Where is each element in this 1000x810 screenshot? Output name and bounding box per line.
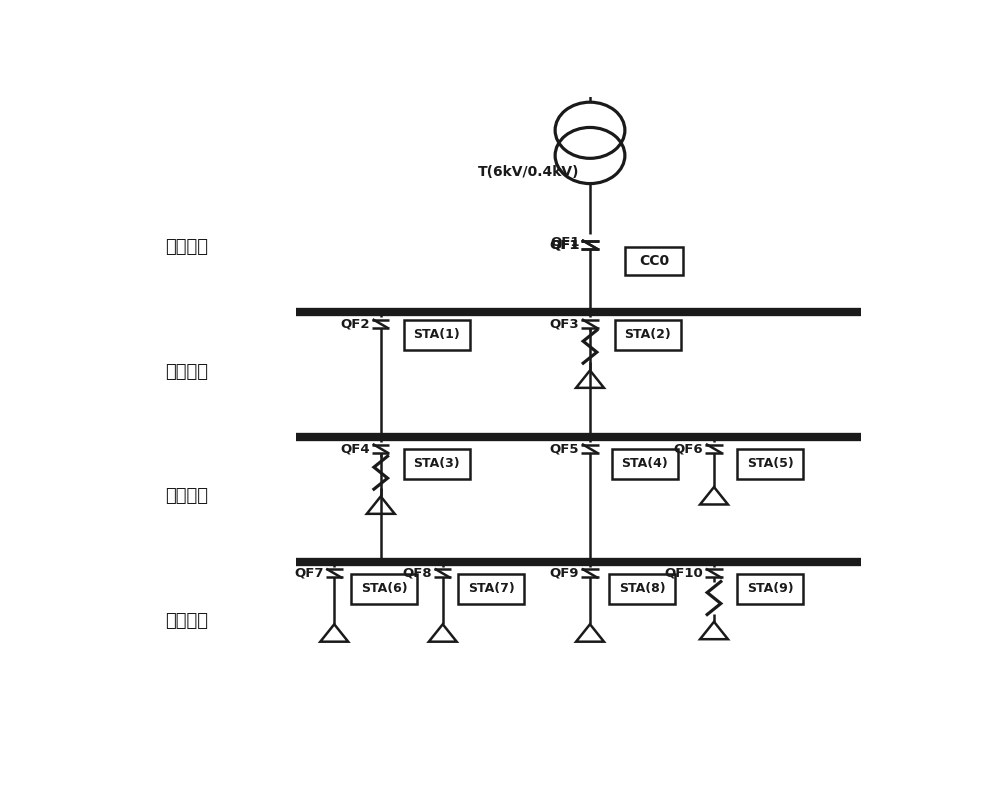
Text: STA(6): STA(6) xyxy=(361,582,408,595)
Text: QF10: QF10 xyxy=(664,567,703,580)
Text: QF5: QF5 xyxy=(550,442,579,455)
Bar xyxy=(625,247,683,275)
Text: QF3: QF3 xyxy=(550,318,579,330)
Text: QF9: QF9 xyxy=(550,567,579,580)
Text: QF8: QF8 xyxy=(402,567,432,580)
Text: STA(2): STA(2) xyxy=(624,328,671,341)
Text: QF2: QF2 xyxy=(340,318,370,330)
Text: 第三层级: 第三层级 xyxy=(166,488,208,505)
Text: STA(5): STA(5) xyxy=(747,458,794,471)
Text: STA(1): STA(1) xyxy=(414,328,460,341)
Text: QF6: QF6 xyxy=(674,442,703,455)
Bar xyxy=(615,320,681,350)
Bar xyxy=(737,573,803,603)
Text: QF1: QF1 xyxy=(550,235,580,248)
Bar xyxy=(404,320,470,350)
Text: STA(8): STA(8) xyxy=(619,582,666,595)
Bar xyxy=(351,573,417,603)
Text: QF1: QF1 xyxy=(550,238,580,251)
Text: 第一层级: 第一层级 xyxy=(166,238,208,256)
Bar xyxy=(737,449,803,479)
Text: STA(7): STA(7) xyxy=(468,582,515,595)
Text: 第二层级: 第二层级 xyxy=(166,363,208,381)
Bar xyxy=(404,449,470,479)
Text: T(6kV/0.4kV): T(6kV/0.4kV) xyxy=(478,165,579,179)
Text: QF1: QF1 xyxy=(550,238,579,251)
Text: QF4: QF4 xyxy=(340,442,370,455)
Bar xyxy=(609,573,675,603)
Text: 第四层级: 第四层级 xyxy=(166,612,208,630)
Text: STA(9): STA(9) xyxy=(747,582,794,595)
Text: STA(4): STA(4) xyxy=(621,458,668,471)
Bar xyxy=(458,573,524,603)
Text: CC0: CC0 xyxy=(639,254,669,268)
Bar xyxy=(612,449,678,479)
Text: STA(3): STA(3) xyxy=(414,458,460,471)
Text: QF7: QF7 xyxy=(294,567,323,580)
